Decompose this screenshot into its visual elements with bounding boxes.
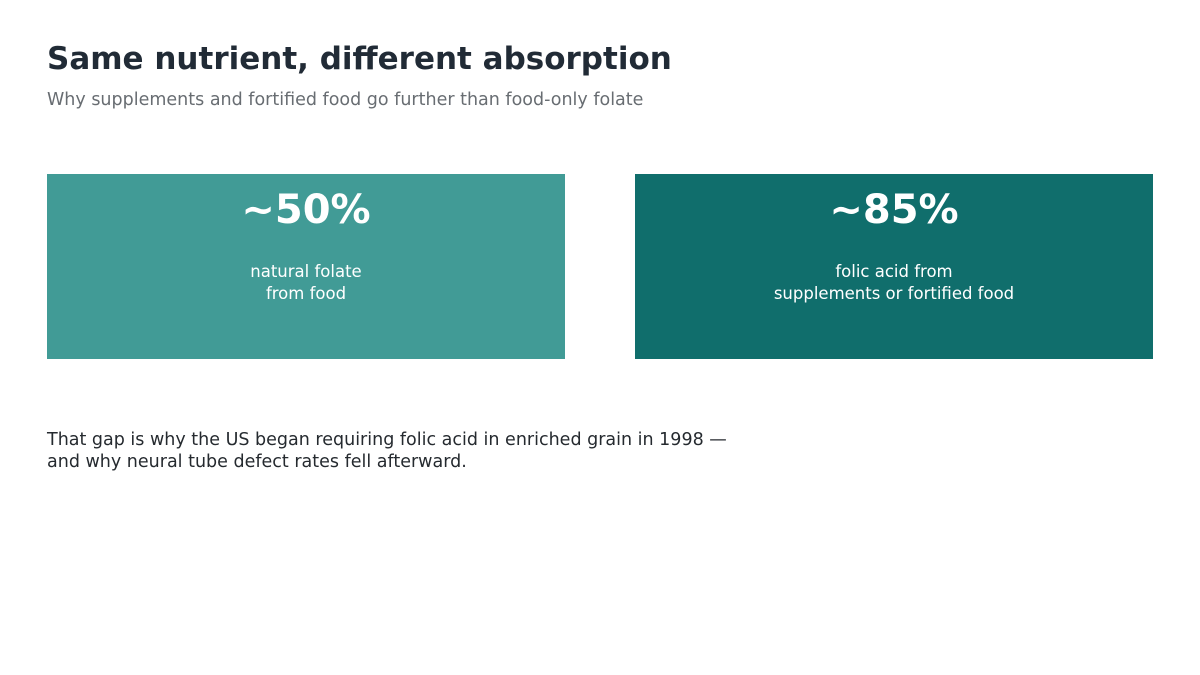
folic-acid-card: ~85% folic acid from supplements or fort… <box>635 174 1153 359</box>
natural-folate-label: natural folate from food <box>250 262 362 303</box>
natural-folate-card: ~50% natural folate from food <box>47 174 565 359</box>
page-title: Same nutrient, different absorption <box>47 41 672 77</box>
folic-acid-label: folic acid from supplements or fortified… <box>773 262 1015 303</box>
footnote-text: That gap is why the US began requiring f… <box>47 430 727 472</box>
natural-folate-absorption-value: ~50% <box>241 187 371 233</box>
folic-acid-absorption-value: ~85% <box>829 187 959 233</box>
page-subtitle: Why supplements and fortified food go fu… <box>47 90 644 110</box>
